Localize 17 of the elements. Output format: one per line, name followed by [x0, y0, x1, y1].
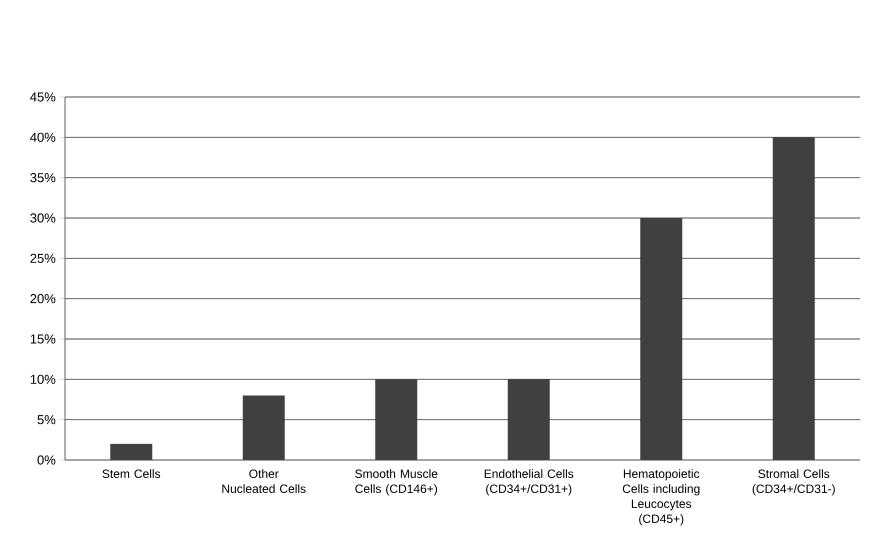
x-tick-label: Other Nucleated Cells: [222, 469, 306, 494]
x-tick-label: Endothelial Cells (CD34+/CD31+): [484, 469, 574, 496]
y-tick-label: 30%: [30, 213, 56, 223]
y-tick-label: 5%: [38, 415, 56, 424]
x-tick-label: Smooth Muscle Cells (CD146+): [355, 469, 438, 496]
y-tick-label: 0%: [38, 455, 56, 465]
y-tick-label: 40%: [30, 132, 56, 142]
y-tick-label: 45%: [30, 92, 56, 102]
y-tick-label: 20%: [30, 294, 56, 304]
y-tick-label: 15%: [30, 334, 56, 344]
x-tick-label: Stem Cells: [102, 469, 160, 478]
bar: [110, 444, 152, 460]
x-tick-label: Stromal Cells (CD34+/CD31-): [752, 469, 835, 496]
x-tick-label: Hematopoietic Cells including Leucocytes (CD45+): [622, 469, 700, 526]
y-tick-label: 25%: [30, 254, 56, 263]
y-tick-label: 10%: [30, 374, 56, 384]
y-tick-label: 35%: [30, 173, 56, 182]
